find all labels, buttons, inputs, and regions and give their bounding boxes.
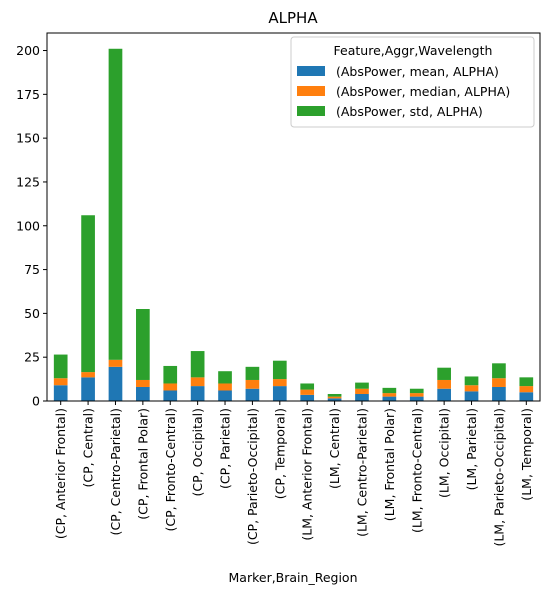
bar-1-11	[327, 398, 342, 401]
x-tick-label: (LM, Centro-Parietal)	[354, 408, 369, 537]
bar-3-15	[437, 367, 451, 380]
bar-1-17	[492, 386, 506, 401]
x-tick-label: (CP, Temporal)	[272, 408, 287, 499]
bar-1-6	[190, 386, 205, 401]
bar-1-9	[272, 386, 287, 401]
x-tick-label: (LM, Parietal)	[464, 408, 479, 490]
legend-label-2: (AbsPower, median, ALPHA)	[336, 84, 510, 99]
legend: Feature,Aggr,Wavelength (AbsPower, mean,…	[290, 36, 535, 128]
bar-2-1	[53, 378, 68, 386]
bar-3-6	[190, 351, 205, 378]
bar-2-16	[464, 385, 479, 392]
bar-3-5	[163, 365, 178, 384]
legend-swatch-2	[297, 86, 325, 96]
bar-1-14	[409, 396, 424, 401]
x-tick-label: (LM, Central)	[327, 408, 342, 489]
y-tick-label: 50	[24, 306, 40, 321]
y-tick-label: 25	[24, 350, 40, 365]
bar-2-5	[163, 383, 178, 391]
bar-3-8	[245, 366, 260, 380]
bar-1-13	[382, 396, 397, 401]
y-tick-label: 150	[16, 131, 40, 146]
bar-1-8	[245, 388, 260, 401]
x-tick-label: (CP, Parietal)	[218, 408, 233, 489]
bar-1-10	[300, 394, 315, 401]
x-tick-label: (LM, Parieto-Occipital)	[491, 408, 506, 547]
bar-3-1	[53, 354, 68, 379]
bar-1-18	[519, 392, 534, 401]
bar-3-14	[409, 388, 424, 394]
x-tick-label: (LM, Fronto-Central)	[409, 408, 424, 533]
bar-2-11	[327, 396, 342, 399]
x-tick-label: (LM, Frontal Polar)	[382, 408, 397, 521]
bar-1-5	[163, 390, 178, 401]
bar-2-10	[300, 389, 315, 395]
x-tick-label: (LM, Anterior Frontal)	[300, 408, 315, 541]
x-tick-label: (CP, Occipital)	[190, 408, 205, 496]
legend-label-3: (AbsPower, std, ALPHA)	[336, 104, 483, 119]
bar-2-2	[81, 372, 95, 378]
legend-swatch-1	[297, 66, 325, 76]
bar-3-11	[327, 393, 342, 397]
y-tick-label: 0	[32, 394, 40, 409]
x-tick-label: (CP, Frontal Polar)	[135, 408, 150, 520]
bar-1-2	[81, 377, 95, 401]
x-tick-label: (CP, Parieto-Occipital)	[245, 408, 260, 545]
bar-3-18	[519, 377, 534, 387]
bar-1-7	[218, 390, 232, 401]
legend-items: (AbsPower, mean, ALPHA) (AbsPower, median…	[297, 64, 510, 119]
x-tick-label: (LM, Occipital)	[437, 408, 452, 498]
bar-2-9	[272, 379, 287, 387]
bar-1-1	[53, 385, 68, 401]
y-tick-label: 125	[16, 174, 40, 189]
bar-3-10	[300, 383, 315, 390]
bar-3-16	[464, 376, 479, 386]
bar-2-3	[108, 359, 123, 367]
bar-3-12	[355, 382, 369, 389]
bars-layer	[53, 48, 534, 401]
chart-title: ALPHA	[268, 9, 318, 27]
x-tick-label: (CP, Fronto-Central)	[163, 408, 178, 532]
axes-layer: 0 25 50 75 100 125 150 175 200 (CP, Anterior Fron…	[16, 32, 541, 547]
legend-label-1: (AbsPower, mean, ALPHA)	[336, 64, 499, 79]
bar-2-13	[382, 393, 397, 397]
bar-3-9	[272, 360, 287, 380]
bar-2-6	[190, 377, 205, 387]
x-tick-label: (LM, Temporal)	[519, 408, 534, 501]
legend-frame	[290, 36, 535, 128]
x-tick-label: (CP, Centro-Parietal)	[108, 408, 123, 535]
bar-2-4	[136, 379, 150, 387]
bar-3-4	[136, 309, 150, 380]
y-tick-label: 75	[24, 262, 40, 277]
bar-1-4	[136, 386, 150, 401]
bar-2-18	[519, 386, 534, 393]
bar-2-15	[437, 379, 451, 389]
x-tick-label: (CP, Anterior Frontal)	[53, 408, 68, 539]
y-tick-label: 100	[16, 218, 40, 233]
legend-swatch-3	[297, 106, 325, 116]
x-axis-label: Marker,Brain_Region	[229, 570, 358, 585]
bar-3-13	[382, 387, 397, 394]
bar-3-17	[492, 363, 506, 379]
y-tick-label: 200	[16, 43, 40, 58]
y-tick-label: 175	[16, 87, 40, 102]
bar-1-12	[355, 393, 369, 401]
bar-2-14	[409, 393, 424, 397]
bar-2-8	[245, 379, 260, 389]
bar-2-12	[355, 388, 369, 394]
bar-1-15	[437, 388, 451, 401]
bar-3-2	[81, 215, 95, 373]
bar-2-7	[218, 383, 232, 391]
bar-3-3	[108, 48, 123, 360]
x-tick-label: (CP, Central)	[81, 408, 96, 487]
bar-2-17	[492, 378, 506, 387]
bar-3-7	[218, 371, 232, 384]
bar-1-3	[108, 366, 123, 401]
bar-1-16	[464, 391, 479, 401]
legend-title: Feature,Aggr,Wavelength	[334, 43, 493, 58]
plot-frame	[46, 32, 541, 402]
